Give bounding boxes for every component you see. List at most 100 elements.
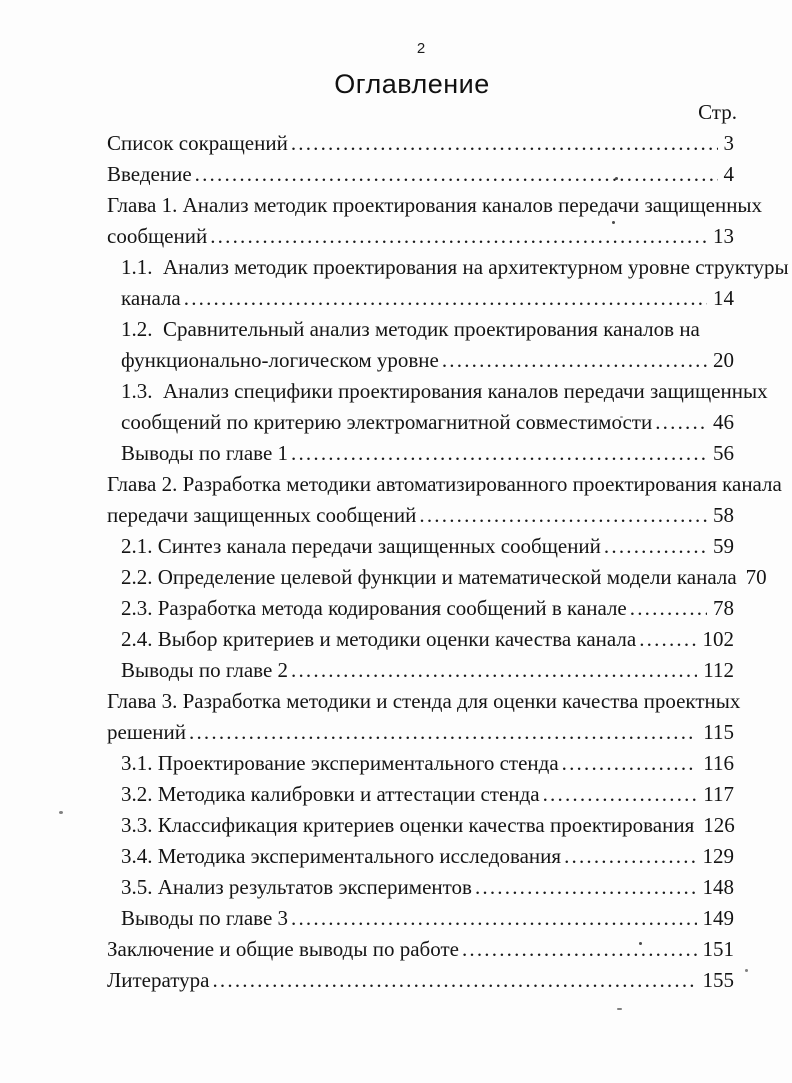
toc-entry-page: 129 (702, 844, 735, 868)
toc-entry-page: 13 (713, 224, 734, 248)
toc-line: 2.2. Определение целевой функции и матем… (107, 562, 767, 593)
dot-leader (639, 624, 696, 655)
table-of-contents: Список сокращений 3 Введение 4 Глава 1. Анал… (107, 128, 789, 996)
scan-artifact (617, 1008, 622, 1010)
page-number: 2 (416, 40, 426, 57)
scan-artifact (59, 811, 63, 814)
toc-entry-page: 4 (723, 162, 735, 186)
scan-artifact (639, 942, 642, 945)
toc-entry-page: 115 (703, 720, 734, 744)
dot-leader (184, 283, 707, 314)
toc-line: Заключение и общие выводы по работе 151 (107, 934, 734, 965)
dot-leader (442, 345, 707, 376)
toc-entry-page: 59 (713, 534, 734, 558)
toc-line: Глава 3. Разработка методики и стенда дл… (107, 686, 740, 717)
toc-entry-page: 70 (745, 565, 767, 589)
toc-entry-page: 116 (703, 751, 734, 775)
toc-title: Оглавление (334, 69, 490, 99)
toc-line: канала 14 (107, 283, 734, 314)
dot-leader (291, 128, 718, 159)
toc-entry-text: 3.1. Проектирование экспериментального с… (121, 751, 559, 775)
toc-entry-text: 2.1. Синтез канала передачи защищенных с… (121, 534, 601, 558)
pages-column-header: Стр. (698, 100, 737, 124)
toc-entry-text: Глава 3. Разработка методики и стенда дл… (107, 689, 741, 713)
dot-leader (543, 779, 698, 810)
toc-line: 3.3. Классификация критериев оценки каче… (107, 810, 735, 841)
toc-entry-text: 1.2. Сравнительный анализ методик проект… (121, 317, 700, 341)
toc-entry-text: Выводы по главе 1 (121, 441, 289, 465)
toc-entry-text: сообщений (107, 224, 208, 248)
toc-entry-text: Выводы по главе 3 (121, 906, 289, 930)
dot-leader (210, 221, 707, 252)
toc-line: Выводы по главе 3 149 (107, 903, 734, 934)
toc-line: сообщений 13 (107, 221, 734, 252)
toc-entry-page: 151 (702, 937, 735, 961)
dot-leader (604, 531, 707, 562)
dot-leader (419, 500, 707, 531)
toc-line: передачи защищенных сообщений 58 (107, 500, 734, 531)
scan-artifact (745, 969, 748, 972)
toc-entry-page: 126 (703, 813, 735, 837)
toc-entry-text: решений (107, 720, 187, 744)
toc-line: 1.3. Анализ специфики проектирования кан… (107, 376, 768, 407)
toc-entry-text: Глава 1. Анализ методик проектирования к… (107, 193, 763, 217)
toc-line: сообщений по критерию электромагнитной с… (107, 407, 734, 438)
toc-line: Выводы по главе 2 112 (107, 655, 734, 686)
toc-entry-page: 58 (713, 503, 734, 527)
scan-artifact (620, 416, 623, 418)
toc-entry-page: 14 (713, 286, 734, 310)
toc-line: 3.4. Методика экспериментального исследо… (107, 841, 734, 872)
toc-line: Выводы по главе 1 56 (107, 438, 734, 469)
toc-entry-page: 102 (702, 627, 735, 651)
toc-line: Введение 4 (107, 159, 734, 190)
toc-entry-text: 3.2. Методика калибровки и аттестации ст… (121, 782, 540, 806)
dot-leader (291, 438, 707, 469)
toc-line: 1.2. Сравнительный анализ методик проект… (107, 314, 734, 345)
toc-entry-text: 2.2. Определение целевой функции и матем… (121, 565, 737, 589)
toc-line: 1.1. Анализ методик проектирования на ар… (107, 252, 789, 283)
toc-entry-text: Глава 2. Разработка методики автоматизир… (107, 472, 782, 496)
toc-entry-text: 1.1. Анализ методик проектирования на ар… (121, 255, 789, 279)
dot-leader (564, 841, 696, 872)
dot-leader (291, 903, 696, 934)
toc-entry-page: 148 (702, 875, 735, 899)
toc-entry-page: 46 (713, 410, 734, 434)
toc-entry-text: Литература (107, 968, 210, 992)
dot-leader (475, 872, 697, 903)
toc-entry-text: сообщений по критерию электромагнитной с… (121, 410, 653, 434)
toc-entry-text: передачи защищенных сообщений (107, 503, 417, 527)
toc-entry-text: Введение (107, 162, 192, 186)
toc-entry-text: 2.4. Выбор критериев и методики оценки к… (121, 627, 637, 651)
scan-artifact (612, 221, 615, 224)
toc-entry-text: Список сокращений (107, 131, 288, 155)
toc-line: Литература 155 (107, 965, 734, 996)
toc-line: Глава 2. Разработка методики автоматизир… (107, 469, 782, 500)
toc-line: решений 115 (107, 717, 734, 748)
dot-leader (462, 934, 697, 965)
toc-entry-page: 117 (703, 782, 734, 806)
toc-line: 3.1. Проектирование экспериментального с… (107, 748, 734, 779)
toc-entry-page: 155 (702, 968, 735, 992)
toc-entry-text: Выводы по главе 2 (121, 658, 289, 682)
toc-entry-page: 112 (703, 658, 734, 682)
dot-leader (212, 965, 696, 996)
toc-entry-text: 3.3. Классификация критериев оценки каче… (121, 813, 695, 837)
toc-entry-text: канала (121, 286, 181, 310)
dot-leader (630, 593, 707, 624)
dot-leader (562, 748, 698, 779)
toc-line: 3.5. Анализ результатов экспериментов 148 (107, 872, 734, 903)
toc-line: 2.1. Синтез канала передачи защищенных с… (107, 531, 734, 562)
toc-entry-page: 20 (713, 348, 734, 372)
dot-leader (189, 717, 697, 748)
toc-line: Список сокращений 3 (107, 128, 734, 159)
toc-entry-page: 149 (702, 906, 735, 930)
toc-line: 2.4. Выбор критериев и методики оценки к… (107, 624, 734, 655)
dot-leader (291, 655, 697, 686)
toc-line: функционально-логическом уровне 20 (107, 345, 734, 376)
toc-entry-text: Заключение и общие выводы по работе (107, 937, 459, 961)
toc-entry-page: 3 (723, 131, 735, 155)
toc-entry-text: 2.3. Разработка метода кодирования сообщ… (121, 596, 627, 620)
toc-line: Глава 1. Анализ методик проектирования к… (107, 190, 762, 221)
toc-entry-text: функционально-логическом уровне (121, 348, 439, 372)
